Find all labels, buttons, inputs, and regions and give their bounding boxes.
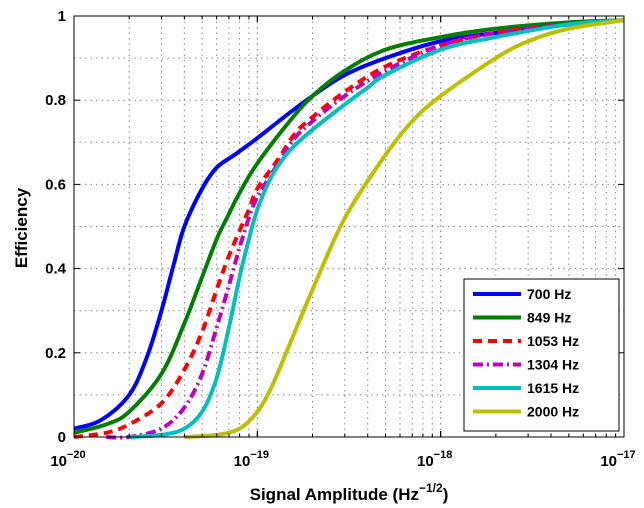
legend: 700 Hz 849 Hz 1053 Hz 1304 Hz 1615 Hz 2000 Hz <box>463 278 620 432</box>
series-group <box>73 18 625 440</box>
legend-entry-label: 849 Hz <box>527 310 571 326</box>
x-tick-base: 10 <box>50 453 67 470</box>
x-tick-base: 10 <box>600 453 617 470</box>
x-tick-exponent: −19 <box>250 449 269 461</box>
x-tick-labels: 10−20 10−19 10−18 10−17 <box>50 449 635 470</box>
y-axis-label: Efficiency <box>12 187 31 268</box>
legend-box <box>463 278 620 432</box>
x-axis-label: Signal Amplitude (Hz−1/2) <box>250 481 449 504</box>
y-tick-label: 0.8 <box>45 92 66 109</box>
x-tick-base: 10 <box>234 453 251 470</box>
series-line-1304-hz <box>106 18 625 440</box>
y-tick-label: 1 <box>58 8 66 25</box>
x-tick-label: 10−17 <box>600 449 635 470</box>
series-line-700-hz <box>73 18 625 431</box>
series-line-1615-hz <box>129 18 625 439</box>
y-tick-label: 0.6 <box>45 176 66 193</box>
y-tick-labels: 0 0.2 0.4 0.6 0.8 1 <box>45 8 67 446</box>
y-tick-label: 0.4 <box>45 261 67 278</box>
x-axis-label-sup: −1/2 <box>419 481 443 495</box>
tick-marks <box>73 15 625 438</box>
x-tick-base: 10 <box>417 453 434 470</box>
x-tick-label: 10−20 <box>50 449 85 470</box>
x-axis-label-close: ) <box>443 485 449 504</box>
x-axis-label-main: Signal Amplitude (Hz <box>250 485 419 504</box>
legend-entry-label: 2000 Hz <box>527 404 579 420</box>
x-tick-exponent: −18 <box>434 449 453 461</box>
legend-entry-label: 1304 Hz <box>527 357 579 373</box>
legend-entry-label: 1053 Hz <box>527 333 579 349</box>
series-line-849-hz <box>73 18 625 435</box>
legend-entry-label: 700 Hz <box>527 286 571 302</box>
y-tick-label: 0 <box>58 429 66 446</box>
x-tick-label: 10−19 <box>234 449 269 470</box>
y-tick-label: 0.2 <box>45 345 66 362</box>
legend-entry-label: 1615 Hz <box>527 380 579 396</box>
plot-frame <box>73 15 625 438</box>
series-line-2000-hz <box>184 18 625 439</box>
x-tick-exponent: −20 <box>67 449 86 461</box>
x-tick-label: 10−18 <box>417 449 452 470</box>
x-tick-exponent: −17 <box>617 449 636 461</box>
